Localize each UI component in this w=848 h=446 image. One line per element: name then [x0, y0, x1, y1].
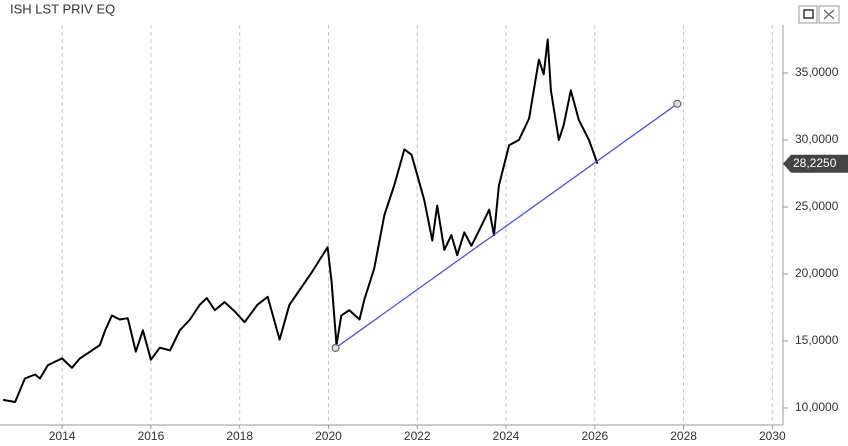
- x-tick-label: 2014: [49, 429, 76, 443]
- window-buttons[interactable]: [798, 5, 840, 24]
- y-tick-label: 20,0000: [795, 266, 839, 280]
- x-tick-label: 2022: [404, 429, 431, 443]
- trend-handle: [673, 99, 682, 108]
- x-tick-label: 2026: [581, 429, 608, 443]
- x-tick-label: 2020: [315, 429, 342, 443]
- y-tick-label: 35,0000: [795, 65, 839, 79]
- x-tick-label: 2030: [759, 429, 786, 443]
- chart-title: ISH LST PRIV EQ: [10, 1, 115, 16]
- x-tick-label: 2018: [226, 429, 253, 443]
- y-tick-label: 15,0000: [795, 333, 839, 347]
- y-tick-label: 30,0000: [795, 132, 839, 146]
- close-icon: [823, 9, 835, 20]
- x-tick-label: 2024: [493, 429, 520, 443]
- last-value-box: [783, 154, 848, 173]
- trend-handle: [331, 343, 340, 352]
- y-tick-label: 25,0000: [795, 199, 839, 213]
- x-tick-label: 2028: [670, 429, 697, 443]
- maximize-icon: [803, 9, 814, 19]
- last-value-label: 28,2250: [793, 156, 837, 170]
- maximize-button[interactable]: [798, 5, 818, 24]
- y-tick-label: 10,0000: [795, 400, 839, 414]
- trend-line: [335, 103, 678, 349]
- price-line: [2, 38, 599, 403]
- x-tick-label: 2016: [138, 429, 165, 443]
